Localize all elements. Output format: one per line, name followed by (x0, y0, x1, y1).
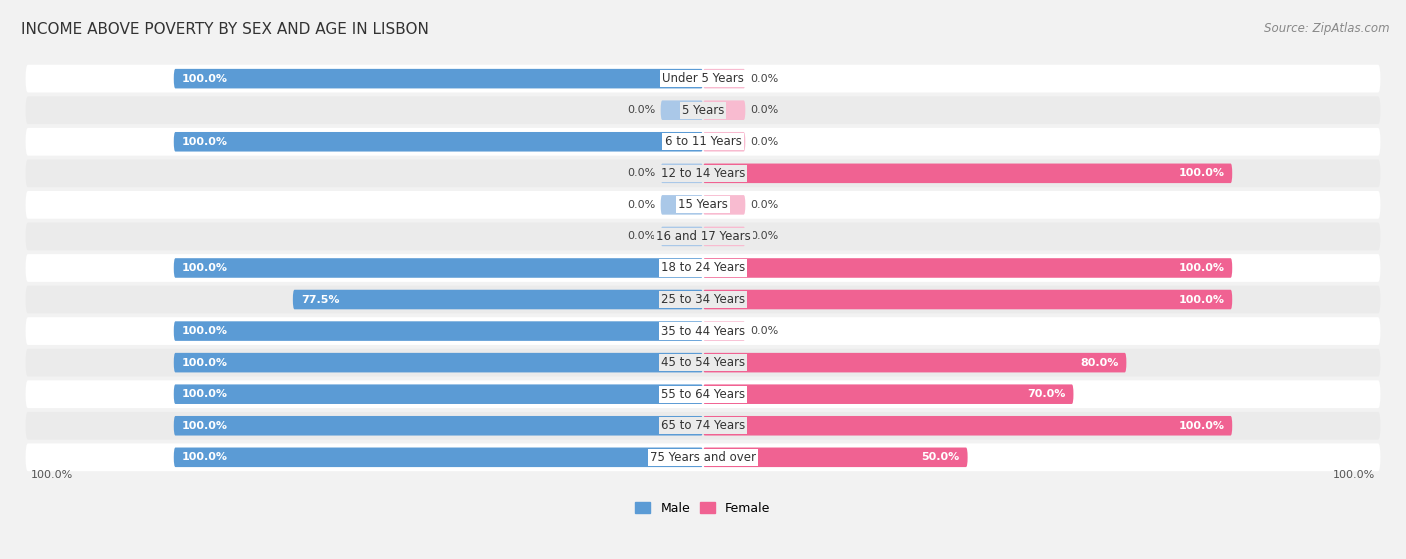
Text: 15 Years: 15 Years (678, 198, 728, 211)
Text: 0.0%: 0.0% (751, 200, 779, 210)
FancyBboxPatch shape (703, 258, 1232, 278)
Text: Source: ZipAtlas.com: Source: ZipAtlas.com (1264, 22, 1389, 35)
Text: 0.0%: 0.0% (627, 168, 655, 178)
Text: 16 and 17 Years: 16 and 17 Years (655, 230, 751, 243)
Text: 50.0%: 50.0% (921, 452, 960, 462)
Text: 70.0%: 70.0% (1028, 389, 1066, 399)
Text: 5 Years: 5 Years (682, 104, 724, 117)
FancyBboxPatch shape (661, 226, 703, 246)
Text: 100.0%: 100.0% (1178, 295, 1225, 305)
Text: 100.0%: 100.0% (1178, 263, 1225, 273)
Legend: Male, Female: Male, Female (630, 497, 776, 520)
FancyBboxPatch shape (174, 448, 703, 467)
Text: 100.0%: 100.0% (31, 470, 73, 480)
Text: 100.0%: 100.0% (181, 389, 228, 399)
FancyBboxPatch shape (703, 448, 967, 467)
FancyBboxPatch shape (174, 385, 703, 404)
Text: 0.0%: 0.0% (627, 105, 655, 115)
Text: 6 to 11 Years: 6 to 11 Years (665, 135, 741, 148)
FancyBboxPatch shape (703, 226, 745, 246)
Text: Under 5 Years: Under 5 Years (662, 72, 744, 85)
Text: 45 to 54 Years: 45 to 54 Years (661, 356, 745, 369)
FancyBboxPatch shape (703, 290, 1232, 309)
Text: 80.0%: 80.0% (1080, 358, 1118, 368)
Text: 0.0%: 0.0% (751, 231, 779, 241)
FancyBboxPatch shape (25, 191, 1381, 219)
Text: INCOME ABOVE POVERTY BY SEX AND AGE IN LISBON: INCOME ABOVE POVERTY BY SEX AND AGE IN L… (21, 22, 429, 37)
FancyBboxPatch shape (661, 164, 703, 183)
FancyBboxPatch shape (661, 101, 703, 120)
FancyBboxPatch shape (25, 222, 1381, 250)
FancyBboxPatch shape (25, 96, 1381, 124)
Text: 0.0%: 0.0% (751, 105, 779, 115)
FancyBboxPatch shape (703, 195, 745, 215)
FancyBboxPatch shape (292, 290, 703, 309)
FancyBboxPatch shape (703, 353, 1126, 372)
FancyBboxPatch shape (174, 132, 703, 151)
FancyBboxPatch shape (25, 317, 1381, 345)
FancyBboxPatch shape (174, 258, 703, 278)
Text: 0.0%: 0.0% (627, 231, 655, 241)
FancyBboxPatch shape (174, 416, 703, 435)
Text: 100.0%: 100.0% (181, 74, 228, 84)
Text: 100.0%: 100.0% (1333, 470, 1375, 480)
Text: 0.0%: 0.0% (627, 200, 655, 210)
Text: 0.0%: 0.0% (751, 326, 779, 336)
Text: 75 Years and over: 75 Years and over (650, 451, 756, 464)
Text: 100.0%: 100.0% (1178, 421, 1225, 431)
FancyBboxPatch shape (25, 380, 1381, 408)
FancyBboxPatch shape (174, 69, 703, 88)
Text: 100.0%: 100.0% (1178, 168, 1225, 178)
FancyBboxPatch shape (174, 353, 703, 372)
FancyBboxPatch shape (703, 132, 745, 151)
Text: 25 to 34 Years: 25 to 34 Years (661, 293, 745, 306)
Text: 77.5%: 77.5% (301, 295, 339, 305)
FancyBboxPatch shape (703, 385, 1073, 404)
FancyBboxPatch shape (25, 349, 1381, 377)
Text: 100.0%: 100.0% (181, 137, 228, 147)
FancyBboxPatch shape (703, 416, 1232, 435)
Text: 100.0%: 100.0% (181, 263, 228, 273)
FancyBboxPatch shape (25, 159, 1381, 187)
FancyBboxPatch shape (661, 195, 703, 215)
Text: 0.0%: 0.0% (751, 137, 779, 147)
Text: 0.0%: 0.0% (751, 74, 779, 84)
FancyBboxPatch shape (174, 321, 703, 341)
FancyBboxPatch shape (25, 254, 1381, 282)
FancyBboxPatch shape (25, 443, 1381, 471)
Text: 100.0%: 100.0% (181, 452, 228, 462)
Text: 35 to 44 Years: 35 to 44 Years (661, 325, 745, 338)
FancyBboxPatch shape (703, 321, 745, 341)
FancyBboxPatch shape (25, 412, 1381, 439)
FancyBboxPatch shape (25, 65, 1381, 93)
FancyBboxPatch shape (703, 164, 1232, 183)
Text: 55 to 64 Years: 55 to 64 Years (661, 388, 745, 401)
Text: 100.0%: 100.0% (181, 358, 228, 368)
FancyBboxPatch shape (25, 286, 1381, 314)
Text: 100.0%: 100.0% (181, 326, 228, 336)
FancyBboxPatch shape (703, 101, 745, 120)
FancyBboxPatch shape (703, 69, 745, 88)
FancyBboxPatch shape (25, 128, 1381, 155)
Text: 100.0%: 100.0% (181, 421, 228, 431)
Text: 12 to 14 Years: 12 to 14 Years (661, 167, 745, 180)
Text: 65 to 74 Years: 65 to 74 Years (661, 419, 745, 432)
Text: 18 to 24 Years: 18 to 24 Years (661, 262, 745, 274)
